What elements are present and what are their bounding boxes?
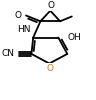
Text: CN: CN <box>1 49 14 58</box>
Text: O: O <box>15 11 22 20</box>
Text: OH: OH <box>67 33 81 42</box>
Text: HN: HN <box>17 25 31 34</box>
Text: O: O <box>48 1 55 10</box>
Text: O: O <box>47 64 54 73</box>
